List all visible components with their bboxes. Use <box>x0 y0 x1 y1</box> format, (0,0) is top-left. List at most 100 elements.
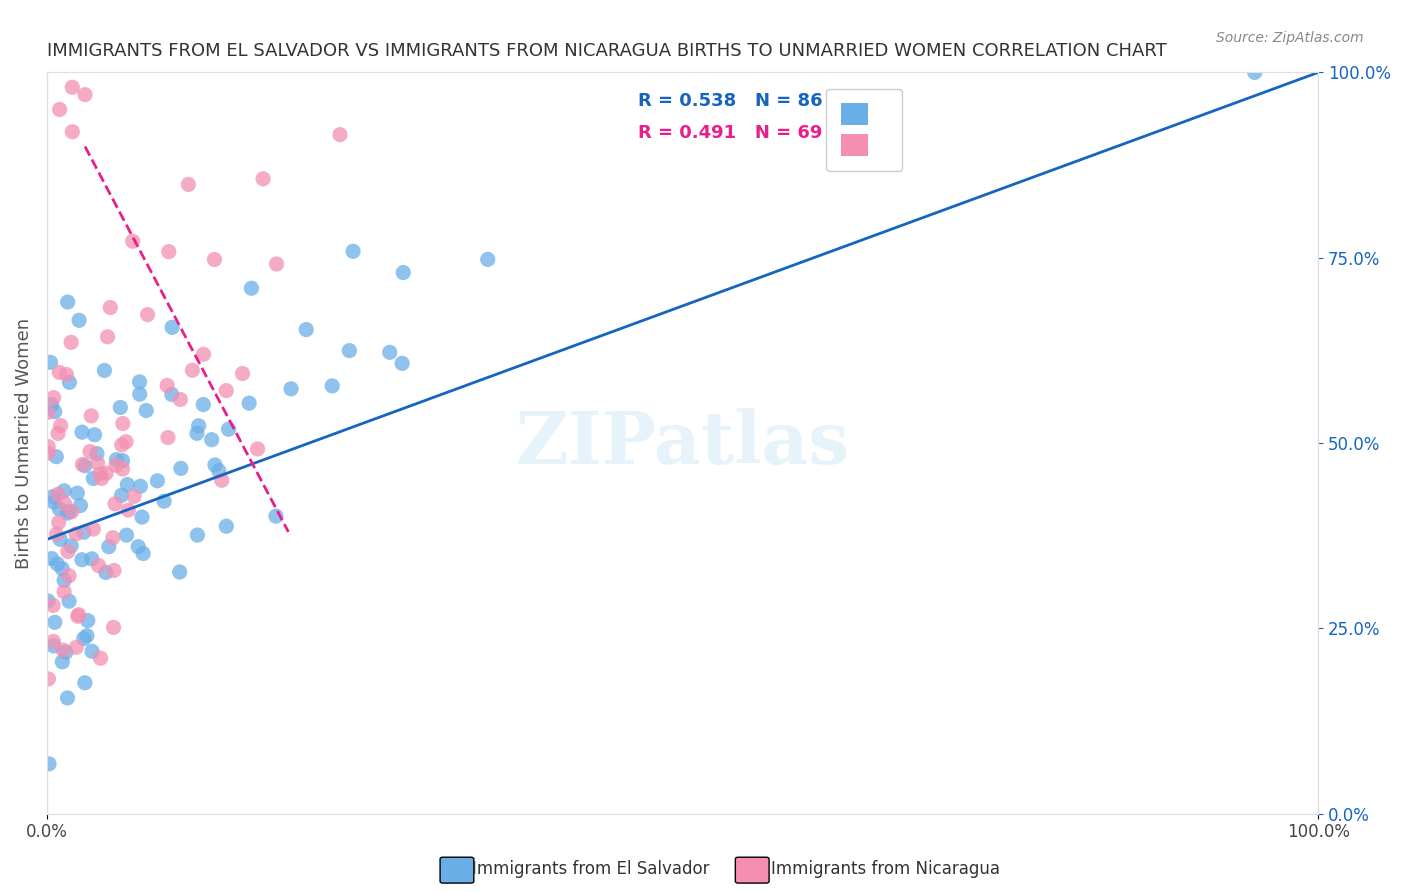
Immigrants from El Salvador <box>55 645 77 659</box>
Immigrants from Nicaragua <box>37 405 59 419</box>
Immigrants from Nicaragua <box>105 458 128 473</box>
Immigrants from El Salvador <box>111 453 134 467</box>
Immigrants from Nicaragua <box>82 522 104 536</box>
Immigrants from Nicaragua <box>103 620 125 634</box>
Immigrants from El Salvador <box>48 502 70 516</box>
Immigrants from Nicaragua <box>46 426 69 441</box>
Text: Immigrants from El Salvador: Immigrants from El Salvador <box>472 860 709 878</box>
Immigrants from Nicaragua <box>72 458 94 472</box>
Immigrants from Nicaragua <box>156 378 179 392</box>
Text: Source: ZipAtlas.com: Source: ZipAtlas.com <box>1216 31 1364 45</box>
Immigrants from Nicaragua <box>42 391 65 405</box>
Immigrants from Nicaragua <box>67 607 90 622</box>
Immigrants from El Salvador <box>37 594 59 608</box>
Immigrants from El Salvador <box>39 355 62 369</box>
Immigrants from Nicaragua <box>177 178 200 192</box>
Immigrants from Nicaragua <box>90 651 112 665</box>
Immigrants from Nicaragua <box>60 125 83 139</box>
Text: ZIPatlas: ZIPatlas <box>516 408 849 478</box>
Immigrants from El Salvador <box>80 644 103 658</box>
Immigrants from Nicaragua <box>115 434 138 449</box>
Immigrants from El Salvador <box>127 540 149 554</box>
Immigrants from El Salvador <box>53 483 76 498</box>
Immigrants from El Salvador <box>51 561 73 575</box>
Immigrants from El Salvador <box>264 509 287 524</box>
Immigrants from El Salvador <box>201 433 224 447</box>
Immigrants from El Salvador <box>51 655 73 669</box>
Immigrants from El Salvador <box>218 422 240 436</box>
Immigrants from El Salvador <box>76 629 98 643</box>
Immigrants from Nicaragua <box>65 527 87 541</box>
Immigrants from Nicaragua <box>60 505 83 519</box>
Immigrants from Nicaragua <box>56 544 79 558</box>
Immigrants from Nicaragua <box>37 440 59 454</box>
Immigrants from Nicaragua <box>136 308 159 322</box>
Immigrants from Nicaragua <box>215 384 238 398</box>
Immigrants from El Salvador <box>128 375 150 389</box>
Immigrants from El Salvador <box>110 488 132 502</box>
Immigrants from El Salvador <box>295 322 318 336</box>
Immigrants from El Salvador <box>132 547 155 561</box>
Immigrants from El Salvador <box>115 528 138 542</box>
Immigrants from Nicaragua <box>97 330 120 344</box>
Immigrants from El Salvador <box>49 533 72 547</box>
Immigrants from El Salvador <box>153 494 176 508</box>
Immigrants from El Salvador <box>67 313 90 327</box>
Immigrants from El Salvador <box>186 528 208 542</box>
Immigrants from El Salvador <box>58 376 80 390</box>
Immigrants from El Salvador <box>83 427 105 442</box>
Immigrants from Nicaragua <box>193 347 215 361</box>
Immigrants from Nicaragua <box>37 446 59 460</box>
Immigrants from El Salvador <box>86 447 108 461</box>
Immigrants from El Salvador <box>146 474 169 488</box>
Immigrants from Nicaragua <box>80 409 103 423</box>
Immigrants from El Salvador <box>160 387 183 401</box>
Immigrants from El Salvador <box>193 398 215 412</box>
Immigrants from El Salvador <box>204 458 226 472</box>
Immigrants from Nicaragua <box>42 599 65 613</box>
Immigrants from Nicaragua <box>46 487 69 501</box>
Immigrants from El Salvador <box>110 401 132 415</box>
Immigrants from El Salvador <box>76 614 98 628</box>
Immigrants from El Salvador <box>45 450 67 464</box>
Immigrants from Nicaragua <box>252 171 274 186</box>
Immigrants from El Salvador <box>477 252 499 267</box>
Immigrants from El Salvador <box>41 398 63 412</box>
Y-axis label: Births to Unmarried Women: Births to Unmarried Women <box>15 318 32 568</box>
Immigrants from El Salvador <box>378 345 401 359</box>
Legend:  ,  : , <box>827 89 903 171</box>
Immigrants from El Salvador <box>58 594 80 608</box>
Immigrants from Nicaragua <box>58 569 80 583</box>
Immigrants from El Salvador <box>131 510 153 524</box>
Immigrants from El Salvador <box>58 504 80 518</box>
Immigrants from El Salvador <box>56 506 79 520</box>
Immigrants from El Salvador <box>337 343 360 358</box>
Immigrants from Nicaragua <box>111 462 134 476</box>
Immigrants from Nicaragua <box>37 672 59 686</box>
Immigrants from El Salvador <box>73 525 96 540</box>
Immigrants from Nicaragua <box>48 516 70 530</box>
Immigrants from El Salvador <box>82 471 104 485</box>
Immigrants from El Salvador <box>128 387 150 401</box>
Immigrants from El Salvador <box>46 557 69 571</box>
Immigrants from El Salvador <box>342 244 364 259</box>
Immigrants from El Salvador <box>187 418 209 433</box>
Immigrants from El Salvador <box>186 426 208 441</box>
Immigrants from Nicaragua <box>266 257 288 271</box>
Immigrants from El Salvador <box>280 382 302 396</box>
Immigrants from El Salvador <box>94 566 117 580</box>
Immigrants from Nicaragua <box>329 128 352 142</box>
Immigrants from Nicaragua <box>121 234 143 248</box>
Immigrants from Nicaragua <box>181 363 204 377</box>
Immigrants from El Salvador <box>73 458 96 473</box>
Text: Immigrants from Nicaragua: Immigrants from Nicaragua <box>772 860 1000 878</box>
Immigrants from Nicaragua <box>79 444 101 458</box>
Immigrants from Nicaragua <box>89 467 111 481</box>
Immigrants from Nicaragua <box>204 252 226 267</box>
Immigrants from El Salvador <box>60 539 83 553</box>
Immigrants from Nicaragua <box>53 497 76 511</box>
Immigrants from Nicaragua <box>90 471 112 485</box>
Immigrants from El Salvador <box>80 552 103 566</box>
Immigrants from El Salvador <box>41 551 63 566</box>
Immigrants from Nicaragua <box>104 497 127 511</box>
